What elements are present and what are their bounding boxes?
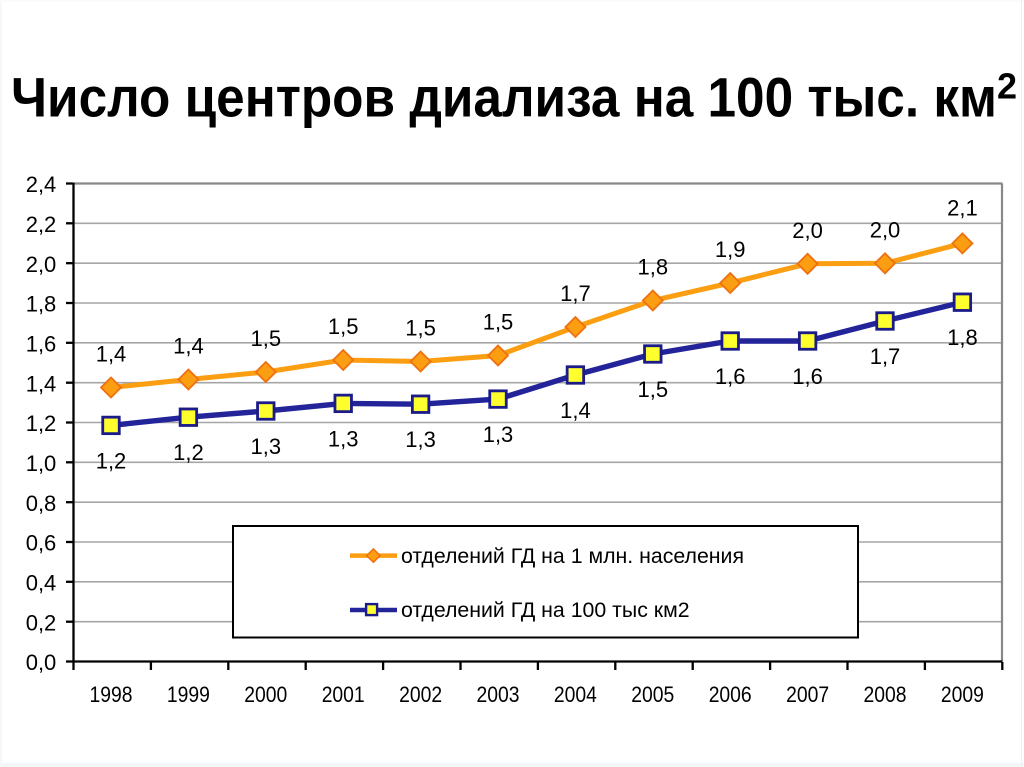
- svg-text:1,6: 1,6: [26, 332, 57, 357]
- svg-text:1,8: 1,8: [26, 292, 57, 317]
- svg-text:2009: 2009: [941, 682, 984, 707]
- svg-text:1,4: 1,4: [26, 371, 57, 396]
- svg-text:отделений ГД на 1 млн. населен: отделений ГД на 1 млн. населения: [401, 544, 744, 568]
- svg-text:1,7: 1,7: [870, 344, 901, 369]
- svg-text:1,4: 1,4: [173, 334, 204, 359]
- svg-text:2001: 2001: [322, 682, 365, 707]
- svg-text:1,8: 1,8: [638, 255, 669, 280]
- svg-text:0,8: 0,8: [26, 491, 57, 516]
- svg-text:1,2: 1,2: [96, 448, 127, 473]
- svg-text:2,0: 2,0: [26, 252, 57, 277]
- svg-text:1,8: 1,8: [947, 325, 978, 350]
- svg-text:2006: 2006: [709, 682, 752, 707]
- svg-text:1,5: 1,5: [638, 377, 669, 402]
- svg-text:1,0: 1,0: [26, 451, 57, 476]
- svg-text:2,0: 2,0: [792, 218, 823, 243]
- svg-text:1,6: 1,6: [715, 364, 746, 389]
- svg-text:2,0: 2,0: [870, 217, 901, 242]
- svg-text:2,2: 2,2: [26, 212, 57, 237]
- svg-text:1,3: 1,3: [405, 427, 436, 452]
- svg-text:1,2: 1,2: [173, 440, 204, 465]
- svg-text:1,5: 1,5: [328, 314, 359, 339]
- svg-text:1,6: 1,6: [792, 364, 823, 389]
- svg-text:2,1: 2,1: [947, 195, 978, 220]
- svg-text:1,3: 1,3: [251, 434, 282, 459]
- svg-text:1,5: 1,5: [483, 310, 514, 335]
- svg-text:Число центров диализа на 100 т: Число центров диализа на 100 тыс. км2: [11, 66, 1017, 129]
- svg-text:0,0: 0,0: [26, 650, 57, 675]
- svg-text:2000: 2000: [244, 682, 287, 707]
- svg-text:1999: 1999: [167, 682, 210, 707]
- svg-text:0,4: 0,4: [26, 571, 57, 596]
- svg-text:0,6: 0,6: [26, 531, 57, 556]
- svg-text:1,5: 1,5: [405, 316, 436, 341]
- svg-text:отделений ГД на 100 тыс км2: отделений ГД на 100 тыс км2: [401, 598, 690, 622]
- svg-text:1,3: 1,3: [483, 422, 514, 447]
- svg-text:2005: 2005: [631, 682, 674, 707]
- svg-text:1998: 1998: [90, 682, 133, 707]
- svg-text:1,7: 1,7: [560, 281, 591, 306]
- svg-text:2007: 2007: [786, 682, 829, 707]
- svg-text:2002: 2002: [399, 682, 442, 707]
- svg-text:1,9: 1,9: [715, 237, 746, 262]
- svg-text:1,2: 1,2: [26, 411, 57, 436]
- svg-text:2003: 2003: [477, 682, 520, 707]
- svg-text:2004: 2004: [554, 682, 597, 707]
- svg-text:0,2: 0,2: [26, 610, 57, 635]
- svg-text:1,4: 1,4: [560, 398, 591, 423]
- svg-text:2008: 2008: [864, 682, 907, 707]
- svg-text:2,4: 2,4: [26, 172, 57, 197]
- svg-text:1,4: 1,4: [96, 342, 127, 367]
- svg-text:1,5: 1,5: [251, 326, 282, 351]
- svg-text:1,3: 1,3: [328, 426, 359, 451]
